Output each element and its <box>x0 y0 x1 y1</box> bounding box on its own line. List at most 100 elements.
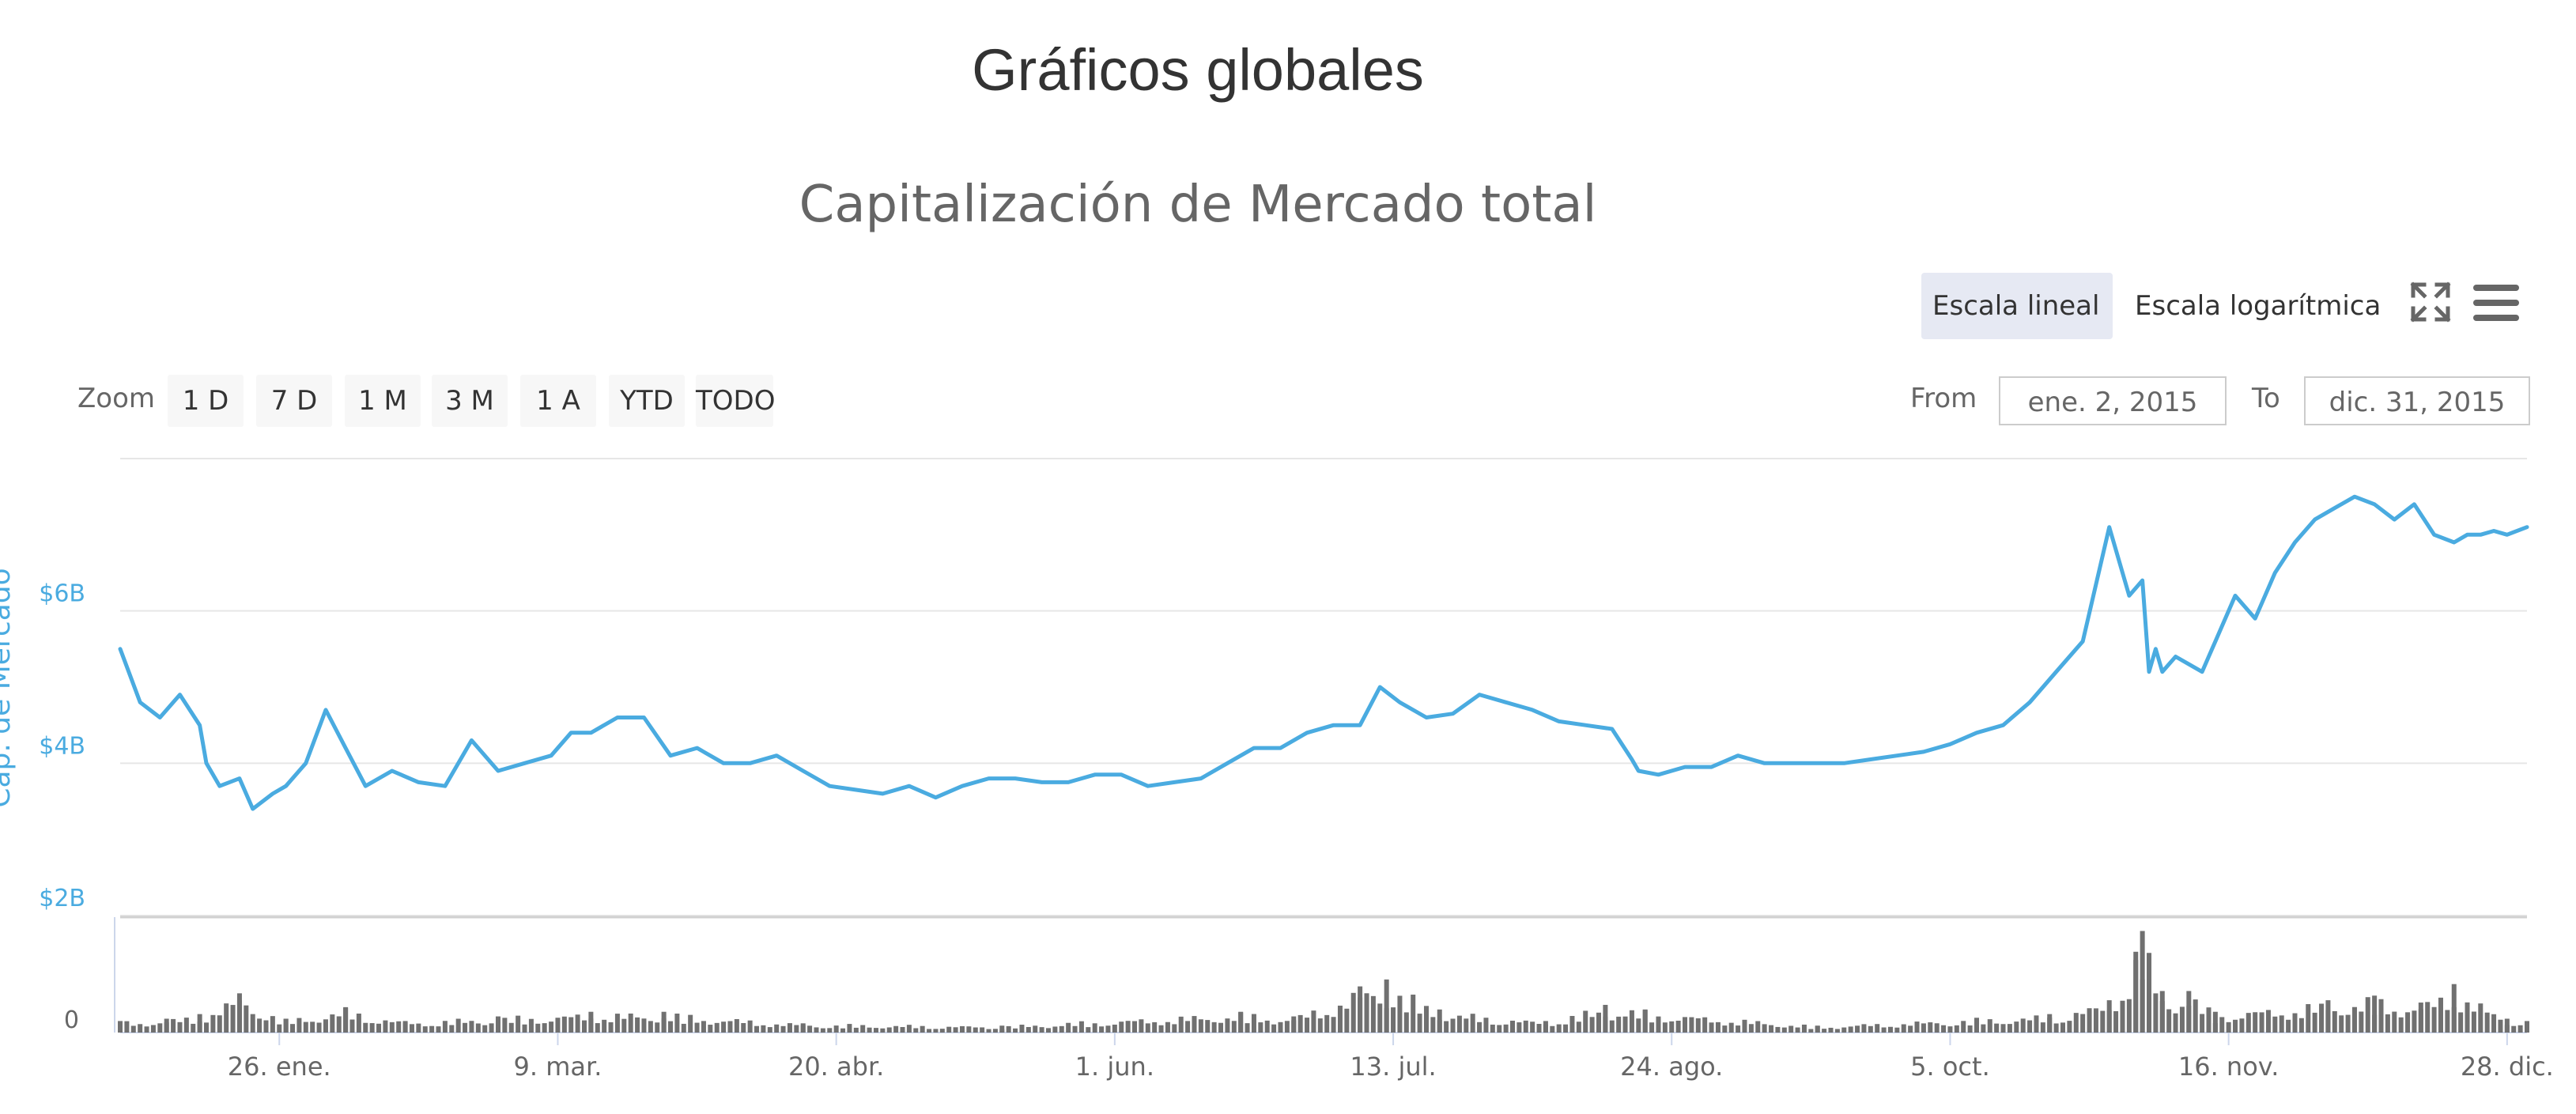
volume-bar <box>780 1025 786 1033</box>
volume-bar <box>475 1023 481 1033</box>
volume-bar <box>1788 1025 1794 1033</box>
volume-bar <box>1881 1027 1887 1033</box>
volume-bar <box>1649 1022 1655 1033</box>
volume-bar <box>1801 1024 1807 1033</box>
volume-bar <box>2186 991 2192 1033</box>
volume-bar <box>383 1020 388 1033</box>
volume-bar <box>217 1015 222 1033</box>
page-title: Gráficos globales <box>972 37 1424 103</box>
volume-bar <box>1755 1021 1761 1033</box>
volume-bar <box>1132 1021 1138 1033</box>
volume-bar <box>873 1028 878 1033</box>
volume-bar <box>1291 1016 1297 1033</box>
volume-bar <box>1152 1021 1158 1033</box>
volume-bar <box>774 1024 780 1033</box>
volume-bar <box>1391 1007 1396 1033</box>
volume-bar <box>157 1023 163 1033</box>
volume-bar <box>263 1020 269 1033</box>
volume-bar <box>376 1023 382 1033</box>
volume-bar <box>1072 1025 1078 1033</box>
volume-bar <box>2339 1015 2344 1033</box>
volume-bar <box>164 1018 169 1033</box>
volume-bar <box>953 1027 958 1033</box>
volume-bar <box>1033 1025 1038 1033</box>
volume-bar <box>369 1023 375 1033</box>
linear-scale-button[interactable]: Escala lineal <box>1921 273 2113 339</box>
volume-bar <box>1709 1022 1714 1033</box>
volume-bar <box>1795 1027 1800 1033</box>
zoom-1d-button[interactable]: 1 D <box>168 375 244 427</box>
volume-bar <box>2272 1016 2278 1033</box>
volume-bar <box>2398 1017 2404 1033</box>
volume-bar <box>1245 1023 1250 1033</box>
zoom-1m-button[interactable]: 1 M <box>345 375 421 427</box>
volume-bar <box>429 1025 435 1033</box>
volume-bar <box>409 1024 414 1033</box>
volume-bar <box>2525 1021 2529 1033</box>
zoom-7d-button[interactable]: 7 D <box>256 375 332 427</box>
volume-bar <box>674 1014 680 1033</box>
volume-bar <box>1616 1016 1622 1033</box>
x-tick-label: 9. mar. <box>514 1052 602 1082</box>
volume-bar <box>1019 1025 1025 1033</box>
volume-bar <box>1928 1022 1933 1033</box>
volume-bar <box>323 1019 328 1033</box>
volume-bar <box>814 1027 819 1033</box>
volume-bar <box>1563 1024 1569 1033</box>
volume-bar <box>2345 1014 2351 1033</box>
volume-bar <box>827 1028 833 1033</box>
to-date-input[interactable]: dic. 31, 2015 <box>2304 376 2530 425</box>
volume-bar <box>2212 1011 2218 1033</box>
volume-bar <box>2325 1000 2331 1033</box>
zoom-1a-button[interactable]: 1 A <box>520 375 596 427</box>
zoom-all-button[interactable]: TODO <box>696 375 775 427</box>
volume-bar <box>482 1025 488 1033</box>
y-tick-label: $2B <box>39 885 85 912</box>
volume-bar <box>668 1021 674 1033</box>
volume-bar <box>1569 1015 1575 1033</box>
volume-bar <box>489 1023 494 1033</box>
volume-bar <box>2265 1010 2271 1033</box>
volume-bar <box>1377 1003 1383 1033</box>
volume-bar <box>2392 1011 2397 1033</box>
volume-bar <box>2298 1018 2304 1033</box>
volume-bar <box>906 1025 912 1033</box>
volume-bar <box>568 1017 574 1033</box>
volume-bar <box>2471 1011 2476 1033</box>
from-date-input[interactable]: ene. 2, 2015 <box>1999 376 2227 425</box>
volume-bar <box>1225 1018 1230 1033</box>
volume-bar <box>595 1023 600 1033</box>
volume-bar <box>2332 1010 2337 1033</box>
zoom-ytd-button[interactable]: YTD <box>609 375 685 427</box>
volume-bar <box>1450 1018 1456 1033</box>
volume-bar <box>1808 1029 1814 1033</box>
volume-bar <box>1868 1025 1873 1033</box>
volume-bar <box>542 1023 547 1033</box>
log-scale-button[interactable]: Escala logarítmica <box>2135 290 2381 322</box>
volume-bar <box>2200 1014 2205 1033</box>
volume-bar <box>1092 1023 1097 1033</box>
fullscreen-icon[interactable] <box>2408 280 2453 324</box>
volume-bar <box>1981 1024 1986 1033</box>
hamburger-menu-icon[interactable] <box>2472 283 2521 323</box>
volume-bar <box>2465 1002 2470 1033</box>
volume-bar <box>1556 1024 1562 1033</box>
zoom-3m-button[interactable]: 3 M <box>432 375 508 427</box>
volume-bar <box>688 1014 693 1033</box>
volume-bar <box>1596 1012 1602 1033</box>
volume-bar <box>2233 1019 2238 1033</box>
volume-bar <box>1112 1024 1117 1033</box>
volume-bar <box>1689 1017 1694 1033</box>
volume-bar <box>1861 1024 1867 1033</box>
volume-bar <box>1364 993 1369 1033</box>
volume-bar <box>449 1025 455 1033</box>
volume-bar <box>794 1025 799 1033</box>
volume-bar <box>2040 1022 2045 1033</box>
volume-bar <box>2365 997 2370 1033</box>
volume-bar <box>1669 1021 1675 1033</box>
volume-bar <box>2292 1013 2298 1033</box>
volume-bar <box>1961 1021 1966 1033</box>
volume-bar <box>2286 1019 2291 1033</box>
volume-bar <box>2351 1006 2357 1033</box>
volume-bar <box>1205 1020 1211 1033</box>
